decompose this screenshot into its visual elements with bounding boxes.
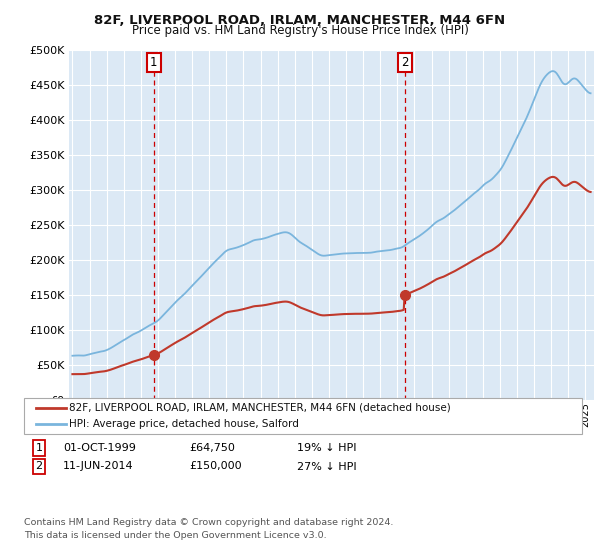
Text: Contains HM Land Registry data © Crown copyright and database right 2024.
This d: Contains HM Land Registry data © Crown c…	[24, 518, 394, 539]
Text: 01-OCT-1999: 01-OCT-1999	[63, 443, 136, 453]
Text: 82F, LIVERPOOL ROAD, IRLAM, MANCHESTER, M44 6FN (detached house): 82F, LIVERPOOL ROAD, IRLAM, MANCHESTER, …	[69, 403, 451, 413]
Text: 1: 1	[150, 56, 157, 69]
Text: 27% ↓ HPI: 27% ↓ HPI	[297, 461, 356, 472]
Text: 2: 2	[401, 56, 409, 69]
Text: 2: 2	[35, 461, 43, 472]
Text: 1: 1	[35, 443, 43, 453]
Text: £64,750: £64,750	[189, 443, 235, 453]
Text: HPI: Average price, detached house, Salford: HPI: Average price, detached house, Salf…	[69, 419, 299, 429]
Text: £150,000: £150,000	[189, 461, 242, 472]
Text: 11-JUN-2014: 11-JUN-2014	[63, 461, 134, 472]
Text: 19% ↓ HPI: 19% ↓ HPI	[297, 443, 356, 453]
Text: Price paid vs. HM Land Registry's House Price Index (HPI): Price paid vs. HM Land Registry's House …	[131, 24, 469, 37]
Text: 82F, LIVERPOOL ROAD, IRLAM, MANCHESTER, M44 6FN: 82F, LIVERPOOL ROAD, IRLAM, MANCHESTER, …	[94, 14, 506, 27]
